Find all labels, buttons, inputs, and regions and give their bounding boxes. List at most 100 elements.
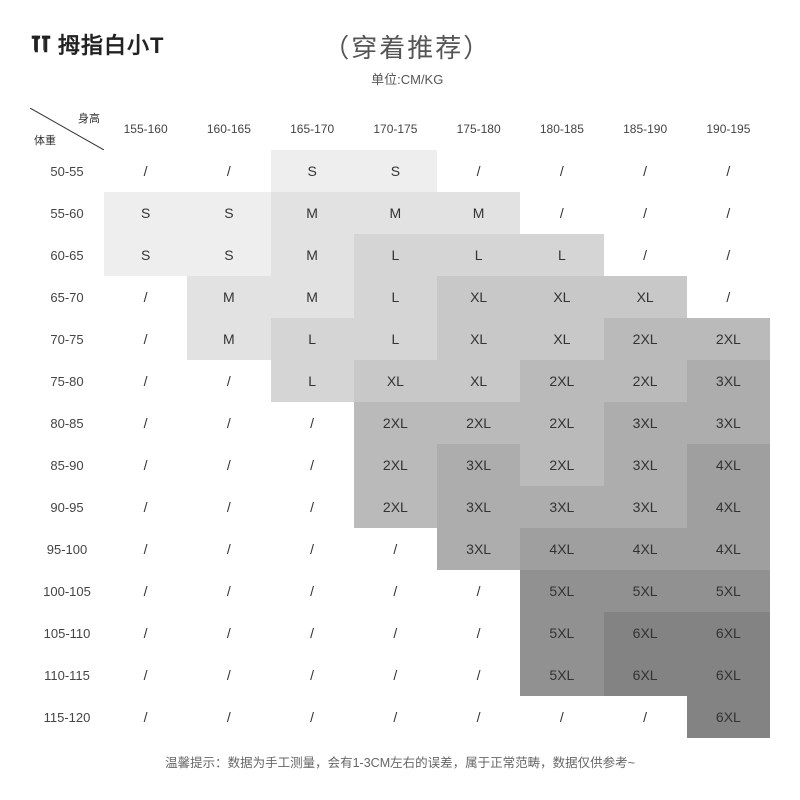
cell-5-6: 2XL [604, 360, 687, 402]
cell-0-7: / [687, 150, 770, 192]
cell-0-5: / [520, 150, 603, 192]
cell-3-3: L [354, 276, 437, 318]
height-col-6: 185-190 [604, 108, 687, 150]
cell-12-2: / [271, 654, 354, 696]
cell-3-1: M [187, 276, 270, 318]
cell-11-4: / [437, 612, 520, 654]
cell-7-4: 3XL [437, 444, 520, 486]
table-row: 50-55//SS//// [30, 150, 770, 192]
cell-6-3: 2XL [354, 402, 437, 444]
cell-8-1: / [187, 486, 270, 528]
cell-1-4: M [437, 192, 520, 234]
weight-row-6: 80-85 [30, 402, 104, 444]
cell-11-6: 6XL [604, 612, 687, 654]
weight-row-0: 50-55 [30, 150, 104, 192]
size-chart-table: 身高 体重 155-160160-165165-170170-175175-18… [30, 108, 770, 738]
cell-2-7: / [687, 234, 770, 276]
weight-row-1: 55-60 [30, 192, 104, 234]
cell-11-5: 5XL [520, 612, 603, 654]
weight-row-7: 85-90 [30, 444, 104, 486]
cell-5-4: XL [437, 360, 520, 402]
cell-8-0: / [104, 486, 187, 528]
table-row: 90-95///2XL3XL3XL3XL4XL [30, 486, 770, 528]
cell-6-0: / [104, 402, 187, 444]
cell-4-1: M [187, 318, 270, 360]
height-col-3: 170-175 [354, 108, 437, 150]
table-row: 75-80//LXLXL2XL2XL3XL [30, 360, 770, 402]
cell-0-0: / [104, 150, 187, 192]
weight-row-2: 60-65 [30, 234, 104, 276]
table-row: 110-115/////5XL6XL6XL [30, 654, 770, 696]
cell-12-7: 6XL [687, 654, 770, 696]
cell-0-6: / [604, 150, 687, 192]
cell-7-2: / [271, 444, 354, 486]
cell-4-6: 2XL [604, 318, 687, 360]
table-row: 55-60SSMMM/// [30, 192, 770, 234]
cell-9-1: / [187, 528, 270, 570]
cell-9-3: / [354, 528, 437, 570]
cell-13-2: / [271, 696, 354, 738]
table-row: 60-65SSMLLL// [30, 234, 770, 276]
corner-cell: 身高 体重 [30, 108, 104, 150]
cell-10-5: 5XL [520, 570, 603, 612]
cell-11-3: / [354, 612, 437, 654]
cell-10-6: 5XL [604, 570, 687, 612]
cell-1-7: / [687, 192, 770, 234]
cell-5-3: XL [354, 360, 437, 402]
height-col-7: 190-195 [687, 108, 770, 150]
cell-6-1: / [187, 402, 270, 444]
cell-12-0: / [104, 654, 187, 696]
cell-2-6: / [604, 234, 687, 276]
cell-1-3: M [354, 192, 437, 234]
cell-13-5: / [520, 696, 603, 738]
weight-row-9: 95-100 [30, 528, 104, 570]
cell-10-3: / [354, 570, 437, 612]
weight-row-10: 100-105 [30, 570, 104, 612]
cell-11-2: / [271, 612, 354, 654]
cell-7-7: 4XL [687, 444, 770, 486]
cell-8-6: 3XL [604, 486, 687, 528]
cell-9-5: 4XL [520, 528, 603, 570]
cell-4-3: L [354, 318, 437, 360]
cell-5-7: 3XL [687, 360, 770, 402]
page-title: （穿着推荐） [44, 28, 770, 65]
cell-3-5: XL [520, 276, 603, 318]
cell-0-3: S [354, 150, 437, 192]
cell-4-7: 2XL [687, 318, 770, 360]
cell-3-0: / [104, 276, 187, 318]
page-subtitle: 单位:CM/KG [44, 69, 770, 88]
cell-12-3: / [354, 654, 437, 696]
cell-4-5: XL [520, 318, 603, 360]
cell-5-0: / [104, 360, 187, 402]
cell-7-6: 3XL [604, 444, 687, 486]
cell-13-0: / [104, 696, 187, 738]
cell-13-4: / [437, 696, 520, 738]
weight-row-11: 105-110 [30, 612, 104, 654]
height-col-5: 180-185 [520, 108, 603, 150]
cell-2-5: L [520, 234, 603, 276]
cell-1-5: / [520, 192, 603, 234]
cell-13-6: / [604, 696, 687, 738]
cell-8-5: 3XL [520, 486, 603, 528]
cell-9-4: 3XL [437, 528, 520, 570]
cell-2-0: S [104, 234, 187, 276]
cell-3-2: M [271, 276, 354, 318]
cell-1-0: S [104, 192, 187, 234]
cell-1-1: S [187, 192, 270, 234]
table-row: 115-120///////6XL [30, 696, 770, 738]
cell-8-7: 4XL [687, 486, 770, 528]
cell-5-5: 2XL [520, 360, 603, 402]
cell-9-0: / [104, 528, 187, 570]
cell-1-6: / [604, 192, 687, 234]
cell-10-4: / [437, 570, 520, 612]
weight-row-3: 65-70 [30, 276, 104, 318]
cell-9-6: 4XL [604, 528, 687, 570]
table-row: 80-85///2XL2XL2XL3XL3XL [30, 402, 770, 444]
corner-bottom-label: 体重 [34, 132, 56, 148]
cell-5-2: L [271, 360, 354, 402]
cell-12-1: / [187, 654, 270, 696]
table-row: 105-110/////5XL6XL6XL [30, 612, 770, 654]
cell-6-4: 2XL [437, 402, 520, 444]
cell-11-1: / [187, 612, 270, 654]
cell-7-1: / [187, 444, 270, 486]
